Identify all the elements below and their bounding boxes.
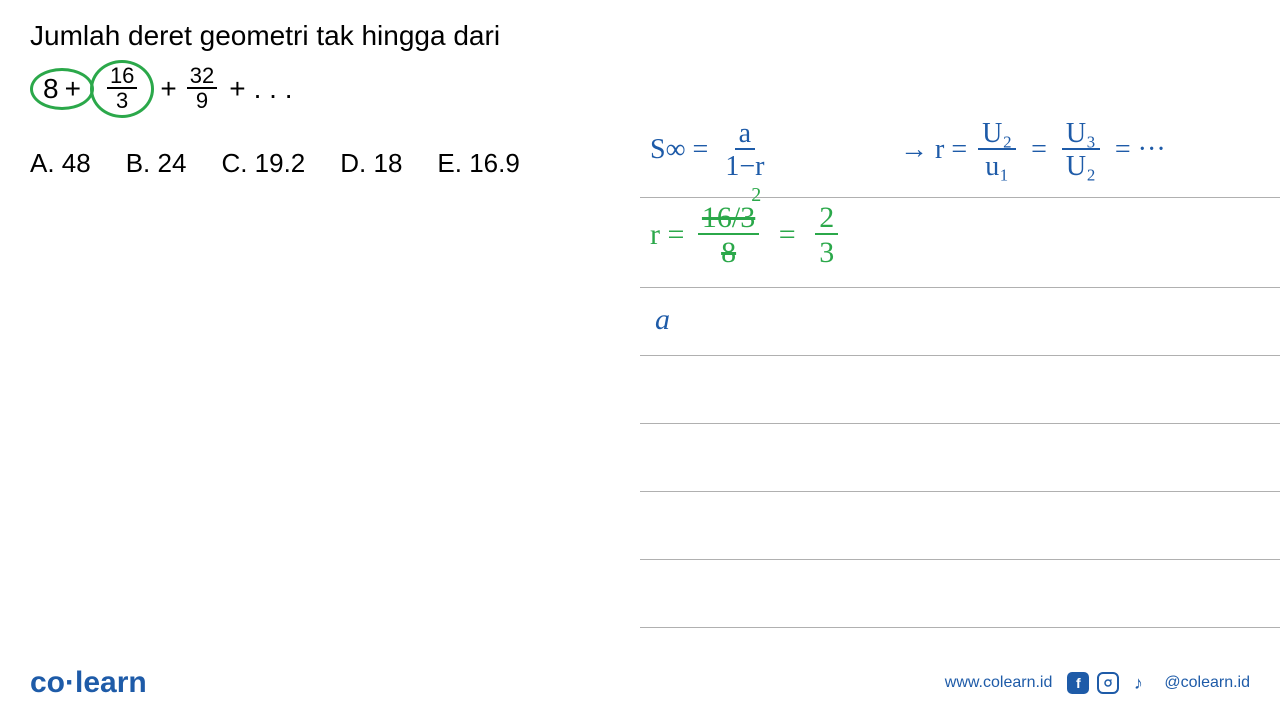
ratio-u2: U₂ <box>978 120 1016 150</box>
ratio-u3: U₃ <box>1062 120 1100 150</box>
a-variable: a <box>655 303 670 337</box>
plus-sign-3: + <box>229 73 245 105</box>
formula-ratio: → r = U₂ u₁ = U₃ U₂ = ··· <box>900 120 1166 184</box>
logo: co·learn <box>30 666 147 700</box>
equals-1: = <box>1031 134 1047 165</box>
option-b[interactable]: B. 24 <box>126 148 187 179</box>
footer-url[interactable]: www.colearn.id <box>945 674 1053 692</box>
equals-2: = <box>779 218 796 251</box>
footer-right: www.colearn.id f ♪ @colearn.id <box>945 672 1250 694</box>
circled-first-term: 8 + <box>30 68 94 110</box>
frac2-den: 9 <box>193 89 211 113</box>
footer-handle[interactable]: @colearn.id <box>1164 674 1250 692</box>
tiktok-icon[interactable]: ♪ <box>1127 672 1149 694</box>
notebook-line-7 <box>640 560 1280 628</box>
notebook-line-5 <box>640 424 1280 492</box>
dots-continue: = ··· <box>1115 134 1166 165</box>
formula-numerator-a: a <box>735 120 755 150</box>
plus-sign-2: + <box>160 73 176 105</box>
plus-sign-1: + <box>65 73 81 105</box>
option-a[interactable]: A. 48 <box>30 148 91 179</box>
ratio-u1: u₁ <box>981 150 1013 184</box>
equation-line: 8 + 16 3 + 32 9 + . . . <box>30 60 1250 118</box>
option-d[interactable]: D. 18 <box>340 148 402 179</box>
logo-learn: learn <box>75 666 147 699</box>
frac2-num: 32 <box>187 65 217 89</box>
option-e[interactable]: E. 16.9 <box>437 148 519 179</box>
notebook-line-1: S∞ = a 1−r → r = U₂ u₁ = U₃ U₂ = ··· <box>640 130 1280 198</box>
ratio-u2b: U₂ <box>1062 150 1100 184</box>
r-equals: r = <box>650 218 684 251</box>
instagram-icon[interactable] <box>1097 672 1119 694</box>
notebook-line-4 <box>640 356 1280 424</box>
result-den-3: 3 <box>815 235 838 271</box>
s-infinity-label: S∞ = <box>650 134 708 165</box>
option-c[interactable]: C. 19.2 <box>221 148 305 179</box>
frac1-num: 16 <box>107 65 137 89</box>
footer: co·learn www.colearn.id f ♪ @colearn.id <box>0 666 1280 700</box>
calc-8: 8 <box>721 236 736 269</box>
question-text: Jumlah deret geometri tak hingga dari <box>30 20 1250 52</box>
logo-co: co <box>30 666 65 699</box>
result-num-2: 2 <box>815 203 838 235</box>
logo-dot: · <box>65 666 75 699</box>
circled-second-term: 16 3 <box>90 60 154 118</box>
first-term: 8 <box>43 73 59 105</box>
facebook-icon[interactable]: f <box>1067 672 1089 694</box>
fraction-1: 16 3 <box>107 65 137 113</box>
frac1-den: 3 <box>113 89 131 113</box>
arrow-r-equals: → r = <box>900 134 967 165</box>
simplified-2-top: 2 <box>751 185 761 205</box>
notebook-line-3: a <box>640 288 1280 356</box>
fraction-2: 32 9 <box>187 65 217 113</box>
formula-denominator: 1−r <box>721 150 768 184</box>
ellipsis: . . . <box>254 73 293 105</box>
formula-sum-infinity: S∞ = a 1−r <box>650 120 768 184</box>
notebook-line-2: r = 2 16/3 8 = 2 3 <box>640 198 1280 288</box>
calc-16-3: 16/3 <box>702 201 755 234</box>
notebook-line-6 <box>640 492 1280 560</box>
ratio-calculation: r = 2 16/3 8 = 2 3 <box>650 203 838 271</box>
notebook-area: S∞ = a 1−r → r = U₂ u₁ = U₃ U₂ = ··· r = <box>640 130 1280 610</box>
social-icons: f ♪ <box>1067 672 1149 694</box>
